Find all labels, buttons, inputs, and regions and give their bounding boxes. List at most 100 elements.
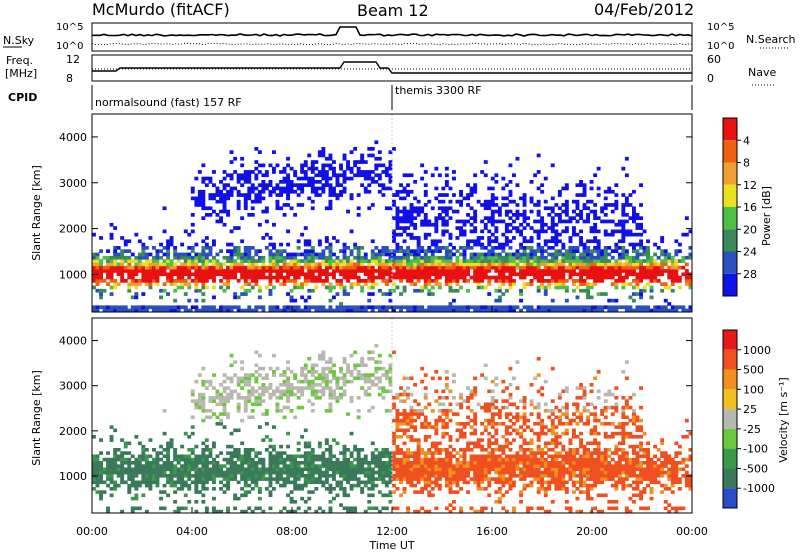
power-cell: [416, 265, 421, 270]
velocity-cell: [317, 441, 322, 446]
power-cell: [413, 265, 418, 270]
velocity-cell: [300, 392, 305, 397]
nsky-tick-top: 10^5: [56, 22, 83, 33]
power-cell: [561, 229, 566, 234]
power-cell: [303, 279, 308, 283]
power-cell: [254, 275, 259, 280]
velocity-cell: [106, 477, 110, 481]
velocity-cell: [427, 509, 432, 514]
power-cell: [328, 153, 333, 158]
velocity-cell: [204, 438, 209, 442]
power-cell: [201, 272, 206, 277]
power-cell: [572, 288, 576, 293]
power-cell: [607, 275, 612, 280]
velocity-cell: [342, 357, 347, 361]
velocity-cell: [321, 470, 326, 475]
power-cell: [635, 226, 640, 230]
power-cell: [670, 269, 675, 273]
velocity-cell: [370, 350, 375, 355]
power-cell: [208, 196, 213, 201]
velocity-cell: [448, 444, 453, 449]
power-cell: [501, 259, 506, 263]
power-cell: [374, 262, 379, 267]
power-cell: [635, 282, 640, 286]
velocity-cell: [480, 506, 485, 511]
velocity-cell: [197, 474, 202, 478]
power-cell: [586, 255, 590, 260]
velocity-cell: [455, 451, 460, 455]
power-cell: [261, 308, 266, 313]
velocity-cell: [130, 454, 135, 459]
power-cell: [564, 298, 569, 303]
power-cell: [494, 239, 499, 244]
velocity-cell: [197, 399, 202, 403]
power-cell: [624, 272, 629, 277]
power-cell: [190, 265, 195, 270]
power-cell: [377, 262, 382, 267]
power-cell: [617, 265, 622, 270]
power-cell: [201, 262, 206, 267]
power-cell: [568, 265, 573, 270]
power-cell: [572, 262, 576, 267]
power-cell: [649, 272, 654, 277]
power-cell: [116, 272, 121, 277]
velocity-cell: [374, 370, 379, 374]
power-cell: [504, 203, 509, 207]
velocity-cell: [377, 454, 382, 459]
power-cell: [504, 229, 509, 234]
power-cell: [204, 246, 209, 250]
power-cell: [632, 285, 636, 290]
power-cell: [586, 308, 590, 313]
power-cell: [113, 249, 118, 253]
power-cell: [586, 292, 590, 296]
velocity-cell: [448, 490, 453, 494]
power-cell: [402, 252, 407, 257]
velocity-cell: [441, 409, 446, 413]
power-cell: [653, 269, 658, 273]
power-cell: [480, 219, 485, 224]
power-cell: [572, 199, 576, 204]
power-cell: [335, 176, 340, 181]
velocity-cell: [201, 448, 206, 452]
power-cell: [95, 288, 100, 293]
velocity-cell: [360, 464, 365, 468]
power-cell: [420, 308, 425, 313]
velocity-cell: [212, 467, 216, 472]
power-cell: [490, 308, 495, 313]
velocity-cell: [399, 428, 403, 433]
power-cell: [568, 249, 573, 253]
velocity-cell: [201, 392, 206, 397]
velocity-cell: [367, 357, 372, 361]
power-cell: [169, 269, 174, 273]
power-cell: [508, 193, 513, 197]
power-cell: [388, 272, 393, 277]
velocity-cell: [473, 444, 478, 449]
power-cell: [254, 259, 259, 263]
velocity-cell: [413, 470, 418, 475]
power-cell: [264, 173, 269, 178]
power-cell: [452, 170, 456, 174]
power-cell: [349, 285, 354, 290]
velocity-cell: [201, 493, 206, 498]
colorbar-tick-label: 4: [743, 134, 750, 147]
power-cell: [127, 259, 132, 263]
power-cell: [187, 272, 192, 277]
velocity-cell: [310, 409, 315, 413]
velocity-cell: [180, 483, 185, 488]
power-cell: [423, 279, 428, 283]
power-cell: [441, 255, 446, 260]
power-cell: [589, 199, 594, 204]
power-cell: [512, 259, 516, 263]
velocity-cell: [423, 405, 428, 410]
velocity-cell: [236, 496, 241, 501]
power-cell: [219, 189, 223, 194]
velocity-cell: [473, 470, 478, 475]
velocity-cell: [187, 500, 192, 504]
velocity-cell: [444, 431, 449, 436]
velocity-cell: [448, 480, 453, 485]
power-cell: [497, 213, 502, 217]
velocity-cell: [374, 366, 379, 371]
power-cell: [653, 272, 658, 277]
power-cell: [176, 285, 181, 290]
power-cell: [455, 249, 460, 253]
